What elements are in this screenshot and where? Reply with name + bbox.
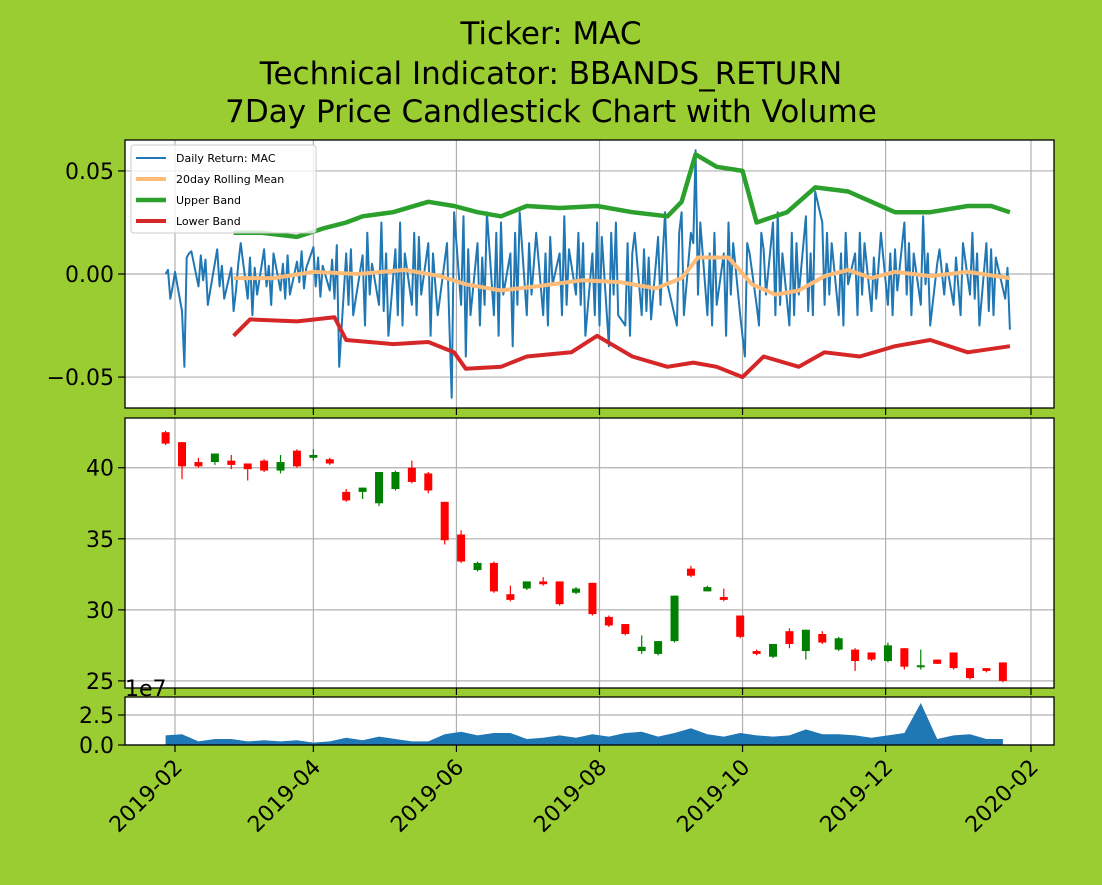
y-tick-label: 0.00 xyxy=(65,263,114,288)
candle-body xyxy=(883,645,892,661)
candle-body xyxy=(982,668,991,671)
x-tick-label: 2019-10 xyxy=(673,755,756,838)
candle-body xyxy=(949,652,958,669)
candle-body xyxy=(457,534,466,562)
candle-body xyxy=(736,615,745,637)
candle-body xyxy=(276,462,285,471)
y-tick-label: 40 xyxy=(86,457,114,482)
candle-body xyxy=(391,472,400,490)
candle-body xyxy=(473,562,482,571)
candle-body xyxy=(752,651,761,654)
x-axis: 2019-02 2019-04 2019-06 2019-08 2019-10 2019-… xyxy=(105,755,1044,838)
candle-body xyxy=(801,629,810,652)
candle-body xyxy=(489,562,498,592)
x-tick-label: 2019-06 xyxy=(386,755,469,838)
x-tick-label: 2019-04 xyxy=(243,755,326,838)
panel-frame xyxy=(124,417,1055,689)
candle-body xyxy=(637,646,646,652)
y-tick-label: 2.5 xyxy=(79,704,114,729)
candle-body xyxy=(539,581,548,585)
chart-title-ticker: Ticker: MAC xyxy=(460,16,642,52)
volume-panel: 2.5 0.0 1e7 xyxy=(79,677,1055,759)
y-tick-label: −0.05 xyxy=(47,366,114,391)
x-tick-label: 2019-02 xyxy=(105,755,188,838)
candle-body xyxy=(670,595,679,642)
candle-body xyxy=(604,616,613,626)
candle-body xyxy=(703,587,712,592)
panel-frame xyxy=(124,696,1055,746)
candle-body xyxy=(424,473,433,491)
y-tick-label: 30 xyxy=(86,599,114,624)
candle-body xyxy=(227,460,236,465)
x-tick-label: 2019-12 xyxy=(816,755,899,838)
chart-title-description: 7Day Price Candlestick Chart with Volume xyxy=(225,94,877,130)
series-line xyxy=(233,152,1011,240)
candle-body xyxy=(555,581,564,605)
candle-body xyxy=(933,659,942,664)
candle-body xyxy=(325,459,334,464)
x-tick-label: 2019-08 xyxy=(530,755,613,838)
candle-body xyxy=(292,450,301,467)
candle-body xyxy=(506,594,515,600)
candle-body xyxy=(210,453,219,463)
plot-area xyxy=(125,418,1054,688)
legend: Daily Return: MAC 20day Rolling Mean Upper… xyxy=(130,144,317,234)
panel-frame xyxy=(124,139,1055,409)
x-tick-label: 2020-02 xyxy=(961,755,1044,838)
legend-label: 20day Rolling Mean xyxy=(176,173,284,186)
chart-title-indicator: Technical Indicator: BBANDS_RETURN xyxy=(259,56,843,92)
candle-body xyxy=(818,634,827,643)
candle-body xyxy=(161,432,170,444)
candle-body xyxy=(834,638,843,650)
candle-body xyxy=(358,487,367,492)
candle-body xyxy=(243,463,252,470)
candle-body xyxy=(785,631,794,644)
candle-body xyxy=(407,467,416,482)
candle-body xyxy=(260,460,269,471)
candle-body xyxy=(194,462,203,467)
candle-body xyxy=(769,643,778,657)
volume-scale-label: 1e7 xyxy=(125,677,167,702)
legend-label: Daily Return: MAC xyxy=(176,152,276,165)
candle-body xyxy=(916,665,925,668)
y-tick-label: 0.0 xyxy=(79,734,114,759)
candle-body xyxy=(719,597,728,600)
candle-body xyxy=(686,568,695,576)
candle-body xyxy=(998,662,1007,681)
series-line xyxy=(164,149,1011,399)
y-tick-label: 35 xyxy=(86,528,114,553)
candle-body xyxy=(621,624,630,634)
legend-label: Lower Band xyxy=(176,215,241,228)
candle-body xyxy=(375,472,384,504)
candle-body xyxy=(900,648,909,667)
series-line xyxy=(233,255,1011,297)
candle-body xyxy=(588,582,597,615)
series-line xyxy=(232,315,1011,380)
volume-area xyxy=(165,703,1003,745)
candle-body xyxy=(522,581,531,589)
price-panel: 40 35 30 25 xyxy=(86,417,1055,695)
candle-body xyxy=(654,641,663,654)
candle-body xyxy=(309,454,318,458)
candle-body xyxy=(342,491,351,501)
candle-body xyxy=(867,652,876,660)
candle-body xyxy=(178,442,187,467)
candle-body xyxy=(851,649,860,661)
legend-label: Upper Band xyxy=(176,194,241,207)
candle-body xyxy=(440,501,449,541)
candle-body xyxy=(572,588,581,593)
y-tick-label: 0.05 xyxy=(65,160,114,185)
y-tick-label: 25 xyxy=(86,670,114,695)
candle-body xyxy=(966,668,975,679)
legend-box xyxy=(130,144,317,234)
